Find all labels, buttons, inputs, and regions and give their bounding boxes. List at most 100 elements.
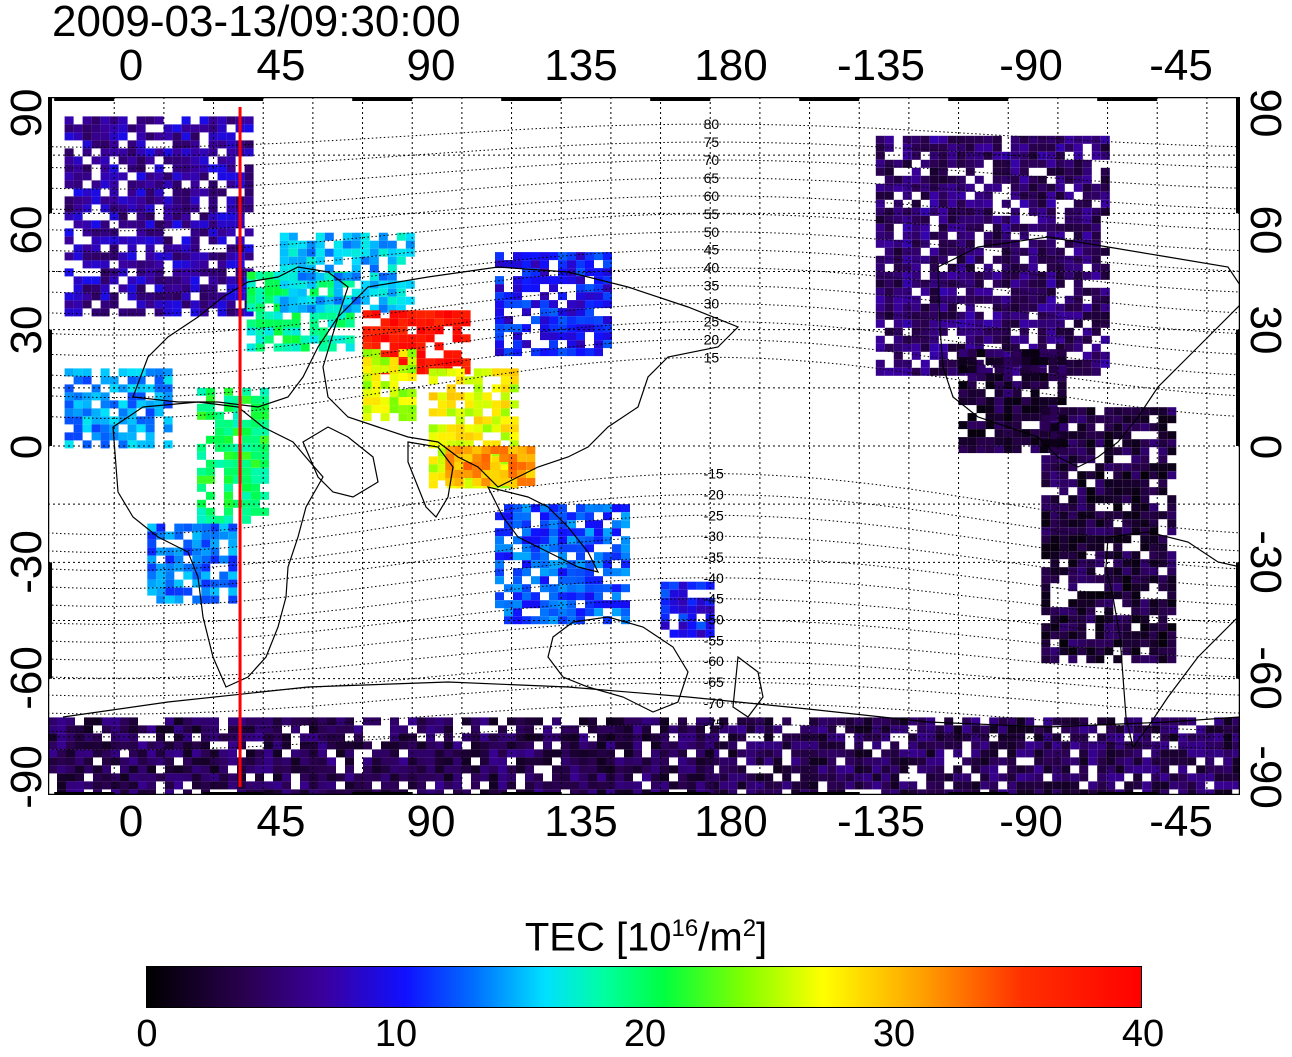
tec-cell [100,300,110,309]
tec-cell [1091,303,1101,312]
tec-cell [1088,757,1098,766]
tec-cell [1050,567,1060,576]
tec-cell [890,781,900,790]
tec-cell [881,781,891,790]
tec-cell [976,365,986,374]
tec-cell [1124,757,1134,766]
tec-cell [998,757,1008,766]
tec-cell [208,132,218,141]
tec-cell [1070,725,1080,734]
tec-cell [100,292,110,301]
tec-cell [1178,749,1188,758]
tec-cell [944,773,954,782]
tec-cell [100,308,110,317]
tec-cell [219,749,228,758]
tec-cell [522,544,531,553]
tec-cell [1106,765,1116,774]
tec-cell [246,765,255,774]
tec-cell [428,392,438,401]
tec-cell [463,446,473,454]
tec-cell [983,207,993,216]
tec-cell [154,252,164,261]
frame-tick-bar [1097,792,1158,795]
tec-cell [244,228,254,237]
tec-cell [504,292,513,301]
tec-cell [935,733,945,742]
tec-cell [489,749,498,758]
tec-cell [217,252,227,261]
tec-cell [525,757,534,766]
tec-cell [1149,647,1159,656]
tec-cell [929,167,939,176]
tec-cell [549,528,558,537]
tec-cell [621,608,630,617]
tec-cell [549,340,558,349]
tec-cell [1055,167,1065,176]
tec-cell [100,440,110,449]
tec-cell [1097,757,1107,766]
tec-cell [208,212,218,221]
tec-cell [455,416,465,425]
tec-cell [971,757,981,766]
tec-cell [147,539,157,548]
tec-cell [509,384,519,393]
tec-cell [224,467,233,476]
tec-cell [965,263,975,272]
tec-cell [327,311,337,320]
tec-cell [66,757,75,766]
tec-cell [73,376,83,385]
tec-cell [1003,397,1013,406]
tec-cell [1037,199,1047,208]
tec-cell [1012,421,1022,430]
tec-cell [1016,733,1026,742]
tec-cell [597,765,606,774]
tec-cell [264,781,273,790]
tec-cell [435,725,444,734]
tec-cell [938,175,948,184]
tec-cell [884,303,894,312]
tec-cell [455,440,465,449]
tec-cell [1214,733,1224,742]
tec-cell [1104,527,1114,536]
frame-tick-bar [799,792,860,795]
tec-cell [64,124,74,133]
tec-cell [1064,335,1074,344]
tec-cell [953,725,963,734]
tec-cell [1030,365,1040,374]
tec-cell [242,451,251,460]
tec-cell [226,292,236,301]
tec-cell [594,584,603,593]
tec-cell [165,579,175,588]
tec-cell [1025,749,1035,758]
tec-cell [154,172,164,181]
tec-cell [1100,167,1110,176]
tec-cell [687,757,696,766]
tec-cell [1151,773,1161,782]
tec-cell [992,327,1002,336]
tec-cell [491,416,501,425]
tec-cell [351,240,361,249]
tec-cell [1073,239,1083,248]
tec-cell [1205,725,1215,734]
tec-cell [1077,567,1087,576]
tec-cell [381,741,390,750]
tec-cell [362,413,372,422]
tec-cell [480,757,489,766]
tec-cell [255,271,265,280]
tec-cell [1131,495,1141,504]
tec-cell [1104,647,1114,656]
tec-cell [1095,599,1105,608]
tec-cell [881,765,891,774]
tec-cell [513,260,522,269]
tec-cell [1113,503,1123,512]
tec-cell [472,470,482,478]
tec-cell [1113,415,1123,424]
tec-cell [154,292,164,301]
tec-cell [938,215,948,224]
tec-cell [163,376,173,385]
tec-cell [1001,343,1011,352]
tec-cell [612,504,621,513]
tec-cell [224,451,233,460]
tec-cell [1057,389,1067,398]
tec-cell [127,392,137,401]
